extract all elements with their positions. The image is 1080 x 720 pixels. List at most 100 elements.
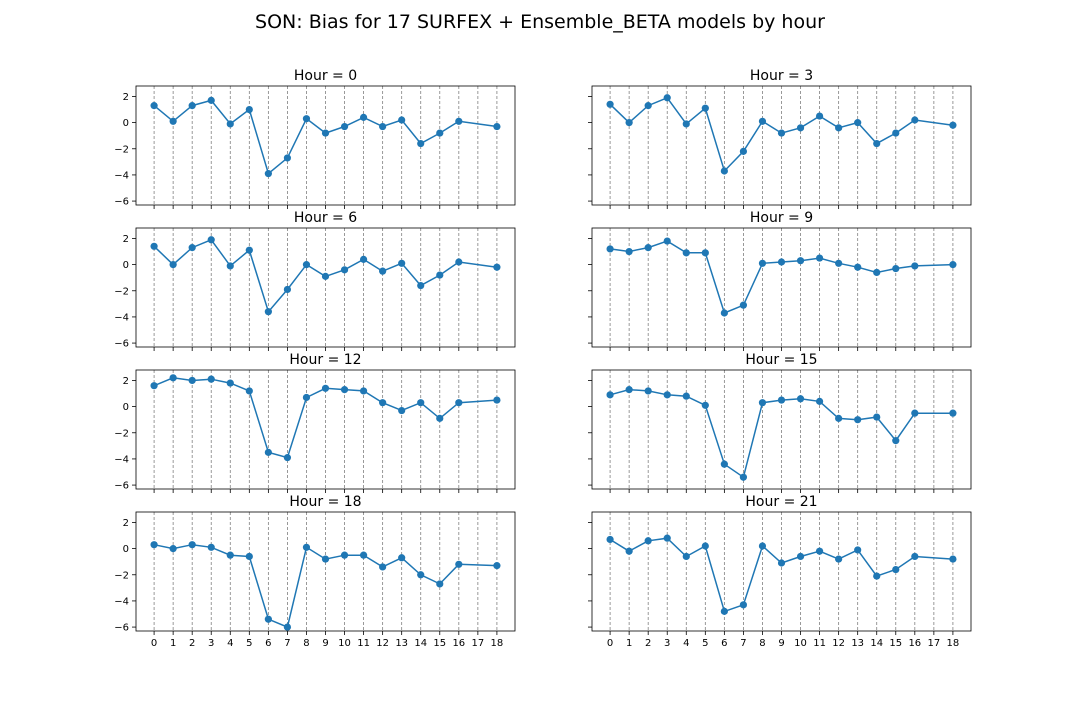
data-point [911, 552, 919, 561]
subplot-title: Hour = 6 [294, 210, 357, 226]
data-point [720, 309, 728, 317]
data-point [625, 247, 633, 256]
data-point [663, 391, 671, 399]
x-tick-label: 0 [607, 638, 613, 649]
data-point [245, 246, 253, 254]
subplot-3: Hour = 9 [588, 210, 972, 351]
data-point [455, 258, 463, 266]
data-point [739, 147, 748, 155]
x-tick-label: 7 [284, 638, 290, 649]
data-point [911, 409, 919, 417]
y-tick-label: −2 [114, 286, 129, 297]
subplot-1: Hour = 3 [588, 68, 972, 209]
x-tick-label: 0 [151, 638, 157, 649]
data-point [150, 102, 158, 110]
data-point [379, 122, 387, 131]
data-point [321, 272, 330, 280]
data-point [777, 129, 786, 137]
data-point [436, 414, 444, 422]
plot-frame [135, 511, 516, 632]
data-point [436, 129, 444, 137]
data-point [835, 414, 843, 422]
data-point [873, 268, 881, 277]
data-point [321, 129, 330, 137]
y-tick-label: 0 [123, 402, 129, 413]
y-tick-label: 2 [123, 518, 129, 529]
data-point [854, 119, 862, 127]
data-point [226, 262, 234, 270]
data-point [720, 167, 728, 175]
data-point [245, 552, 253, 561]
x-tick-label: 6 [721, 638, 727, 649]
data-point [758, 399, 767, 407]
data-point [682, 249, 690, 257]
data-point [417, 399, 425, 407]
data-point [835, 555, 843, 563]
x-tick-label: 13 [395, 638, 408, 649]
data-point [949, 409, 957, 417]
y-tick-label: 0 [123, 544, 129, 555]
plot-frame [591, 227, 972, 348]
y-tick-label: 2 [123, 234, 129, 245]
data-point [911, 116, 919, 124]
data-point [455, 117, 463, 125]
data-point [720, 607, 728, 615]
data-point [892, 437, 900, 445]
data-point [169, 545, 177, 553]
data-point [150, 541, 158, 549]
x-tick-label: 13 [851, 638, 864, 649]
data-point [644, 387, 652, 395]
subplot-6: Hour = 180 1 2 3 4 5 6 7 8 9 10 11 12 13 14 15 16 17 1820−… [114, 494, 516, 649]
y-tick-label: −2 [114, 428, 129, 439]
data-point [321, 555, 330, 563]
x-tick-label: 5 [246, 638, 252, 649]
data-point [169, 261, 177, 269]
data-point [150, 242, 158, 250]
figure-title: SON: Bias for 17 SURFEX + Ensemble_BETA … [255, 11, 825, 33]
data-point [873, 572, 881, 580]
data-point [796, 124, 805, 132]
data-point [207, 543, 215, 551]
x-tick-label: 8 [759, 638, 765, 649]
data-point [283, 285, 292, 294]
x-tick-label: 2 [645, 638, 651, 649]
subplot-7: Hour = 210 1 2 3 4 5 6 7 8 9 10 11 12 13 14 15 16 17 18 [588, 494, 972, 649]
subplot-4: Hour = 12 2 0 −2 −4 −6 [114, 352, 516, 493]
data-point [359, 255, 368, 263]
data-point [625, 386, 633, 394]
data-point [436, 271, 444, 279]
data-point [892, 129, 900, 137]
subplot-title: Hour = 18 [289, 494, 361, 510]
y-tick-label: 0 [123, 260, 129, 271]
x-tick-label: 4 [683, 638, 689, 649]
data-point [379, 267, 387, 275]
data-point [835, 124, 843, 132]
data-point [777, 258, 786, 266]
data-point [379, 563, 387, 571]
data-point [682, 120, 690, 128]
x-tick-label: 3 [208, 638, 214, 649]
data-point [302, 261, 311, 269]
data-point [493, 263, 501, 271]
x-tick-label: 9 [322, 638, 328, 649]
data-point [815, 112, 824, 120]
data-point [207, 236, 215, 244]
x-tick-label: 1 [170, 638, 176, 649]
data-point [701, 104, 709, 112]
data-point [245, 105, 253, 114]
data-point [340, 551, 349, 559]
x-tick-label: 4 [227, 638, 233, 649]
subplot-title: Hour = 12 [289, 352, 361, 368]
x-tick-label: 17 [927, 638, 940, 649]
subplot-title: Hour = 3 [750, 68, 813, 84]
data-point [682, 552, 690, 561]
data-point [493, 122, 501, 131]
x-tick-label: 1 [626, 638, 632, 649]
data-point [245, 387, 253, 395]
data-point [359, 551, 368, 559]
subplot-title: Hour = 15 [745, 352, 817, 368]
x-tick-label: 3 [664, 638, 670, 649]
data-point [892, 264, 900, 273]
data-point [188, 541, 196, 549]
plot-frame [591, 85, 972, 206]
